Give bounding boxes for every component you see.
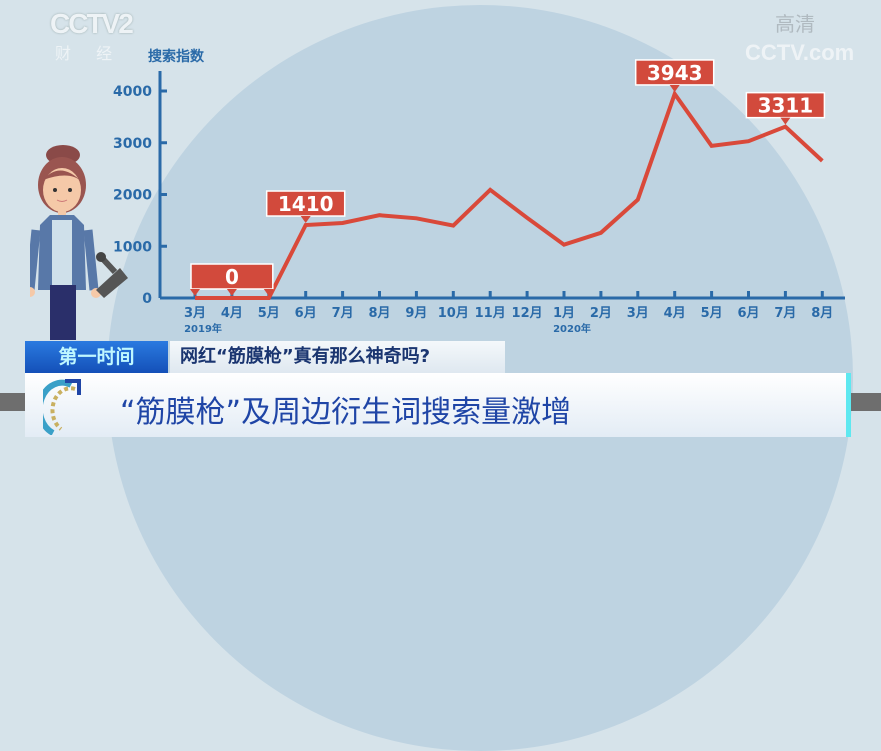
x-tick-label: 8月 — [368, 306, 390, 321]
y-tick-label: 2000 — [113, 188, 152, 204]
y-tick-label: 4000 — [113, 84, 152, 100]
x-tick-label: 5月 — [258, 306, 280, 321]
x-tick-label: 8月 — [811, 306, 833, 321]
value-label-pointer — [190, 289, 200, 296]
x-tick-label: 5月 — [701, 306, 723, 321]
x-tick-label: 4月 — [664, 306, 686, 321]
x-tick-label: 4月 — [221, 306, 243, 321]
program-tag: 第一时间 — [25, 341, 168, 373]
year-label: 2020年 — [553, 322, 591, 335]
x-tick-label: 1月 — [553, 306, 575, 321]
value-label: 0 — [225, 265, 239, 289]
value-label-pointer — [301, 216, 311, 223]
value-label-pointer — [227, 289, 237, 296]
x-tick-label: 12月 — [512, 306, 543, 321]
x-tick-label: 7月 — [774, 306, 796, 321]
value-label: 1410 — [278, 192, 334, 216]
x-tick-label: 6月 — [737, 306, 759, 321]
headline-bar: “筋膜枪”及周边衍生词搜索量激增 — [25, 373, 851, 437]
value-label-pointer — [780, 118, 790, 125]
program-logo-icon — [43, 379, 83, 435]
value-label-pointer — [670, 85, 680, 92]
y-tick-label: 0 — [142, 291, 152, 307]
year-label: 2019年 — [184, 322, 222, 335]
x-tick-label: 3月 — [184, 306, 206, 321]
x-tick-label: 3月 — [627, 306, 649, 321]
x-tick-label: 10月 — [438, 306, 469, 321]
x-tick-label: 11月 — [475, 306, 506, 321]
x-tick-label: 6月 — [295, 306, 317, 321]
headline-text: “筋膜枪”及周边衍生词搜索量激增 — [120, 387, 571, 431]
x-tick-label: 9月 — [405, 306, 427, 321]
value-label: 3943 — [647, 61, 703, 85]
x-tick-label: 7月 — [332, 306, 354, 321]
y-tick-label: 1000 — [113, 239, 152, 255]
y-axis-title: 搜索指数 — [148, 48, 205, 65]
value-label: 3311 — [758, 94, 814, 118]
x-tick-label: 2月 — [590, 306, 612, 321]
y-tick-label: 3000 — [113, 136, 152, 152]
topic-subtitle: 网红“筋膜枪”真有那么神奇吗? — [170, 341, 505, 373]
